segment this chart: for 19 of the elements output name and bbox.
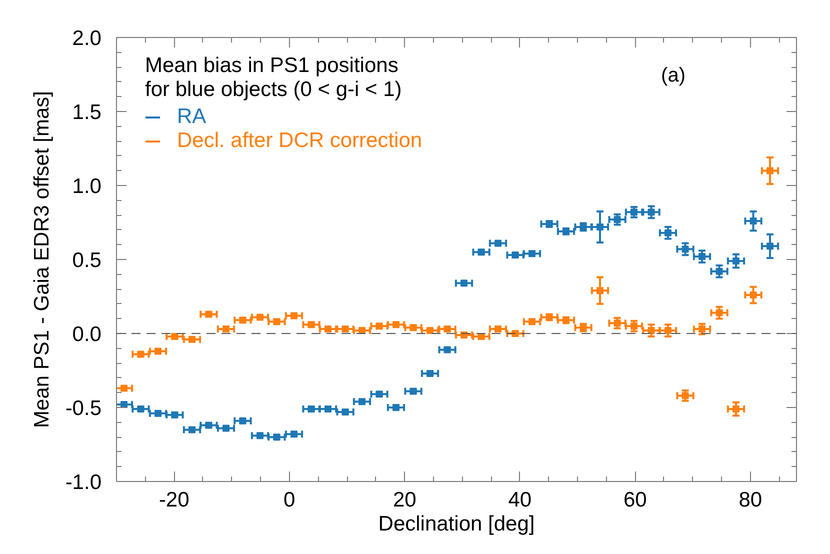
x-tick-label: 60 [623, 488, 647, 512]
legend-label: Decl. after DCR correction [177, 129, 422, 153]
y-tick-label: 0.0 [72, 323, 102, 346]
y-tick-label: 1.5 [72, 101, 102, 124]
y-tick-label: 0.5 [72, 249, 102, 272]
y-tick-label: 2.0 [72, 27, 102, 50]
x-axis-title: Declination [deg] [378, 512, 535, 536]
x-tick-label: 0 [284, 488, 296, 512]
y-tick-label: -0.5 [65, 397, 102, 420]
legend-title: Mean bias in PS1 positions for blue objects (0 < g-i < 1) [145, 54, 402, 102]
x-tick-label: 20 [392, 488, 416, 512]
y-tick-label: -1.0 [65, 471, 102, 494]
legend-label: RA [177, 105, 206, 129]
x-tick-label: 40 [508, 488, 532, 512]
y-tick-label: 1.0 [72, 175, 102, 198]
x-tick-label: -20 [158, 488, 190, 512]
x-tick-label: 80 [738, 488, 762, 512]
annotation: (a) [661, 64, 686, 86]
y-axis-title: Mean PS1 - Gaia EDR3 offset [mas] [30, 91, 54, 428]
